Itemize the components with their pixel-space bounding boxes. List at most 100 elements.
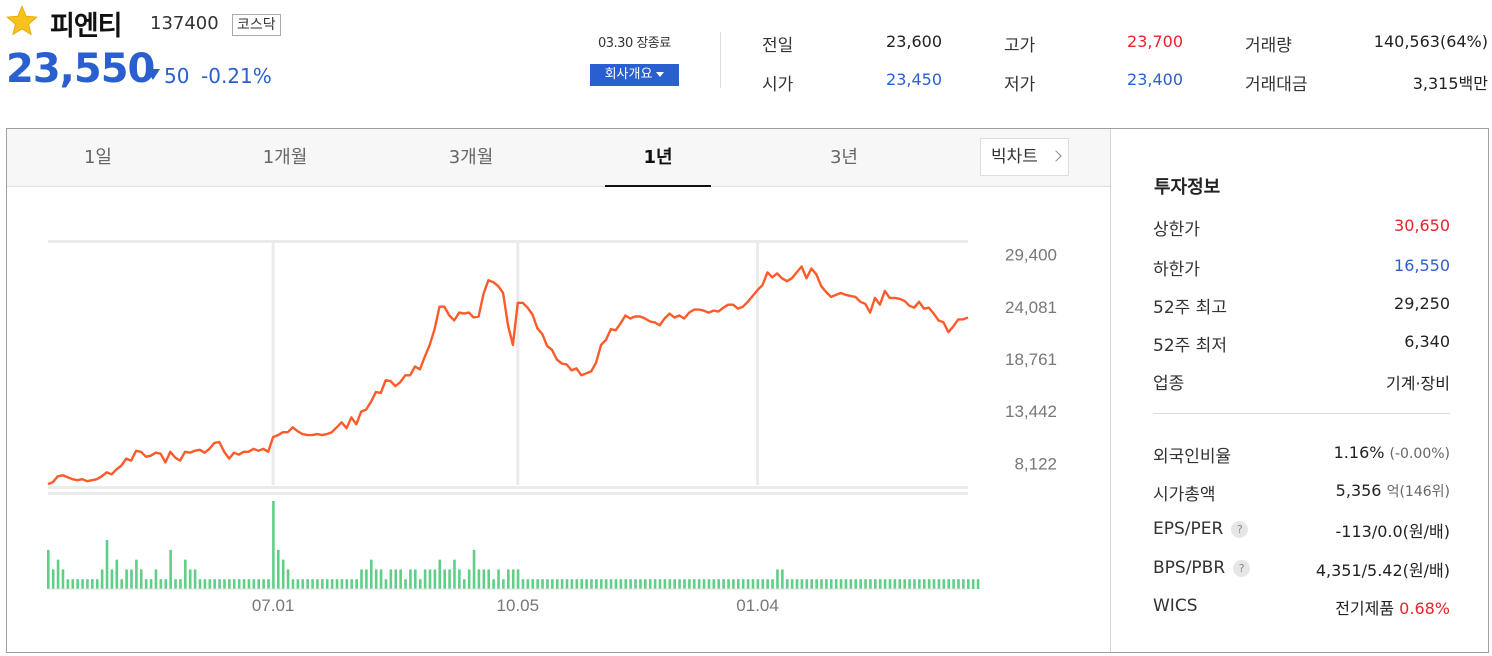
volume-bar — [869, 579, 872, 589]
volume-bar — [976, 579, 980, 589]
volume-bar — [766, 579, 769, 589]
volume-bar — [702, 579, 706, 589]
volume-bar — [507, 569, 510, 589]
volume-bar — [874, 579, 877, 589]
help-icon[interactable]: ? — [1233, 560, 1251, 577]
volume-bar — [169, 549, 172, 589]
volume-bar — [913, 579, 916, 589]
volume-bar — [776, 569, 779, 589]
investment-info-panel: 투자정보 상한가 30,650 하한가 16,550 52주 최고 29,250… — [1111, 129, 1489, 652]
chart-grid — [48, 240, 968, 495]
volume-bar — [335, 579, 339, 589]
volume-bar — [110, 569, 114, 589]
foreign-ratio-change: (-0.00%) — [1389, 446, 1450, 462]
wics-label: WICS — [1153, 596, 1198, 616]
volume-bar — [511, 569, 515, 589]
volume-bar — [86, 579, 89, 589]
help-icon[interactable]: ? — [1231, 521, 1249, 538]
volume-bar — [399, 569, 402, 589]
volume-bar — [414, 569, 417, 589]
price-line-series — [47, 265, 969, 486]
sector-label: 업종 — [1153, 374, 1185, 394]
volume-bar — [555, 579, 559, 589]
foreign-ratio-value: 1.16% (-0.00%) — [1334, 443, 1450, 462]
volume-bar — [839, 579, 843, 589]
high-value: 23,700 — [1127, 32, 1183, 51]
volume-bar — [188, 569, 192, 589]
tab-3month[interactable]: 3개월 — [448, 147, 494, 168]
volume-bar — [120, 579, 124, 589]
bigchart-label: 빅차트 — [991, 147, 1038, 167]
tab-1day[interactable]: 1일 — [83, 147, 112, 168]
volume-bar — [345, 579, 349, 589]
prev-close-value: 23,600 — [886, 32, 942, 51]
company-overview-button[interactable]: 회사개요 — [590, 64, 679, 86]
volume-bar — [443, 569, 446, 589]
favorite-star-icon[interactable] — [4, 4, 40, 38]
volume-bar — [521, 579, 525, 589]
stock-name: 피엔티 — [50, 11, 123, 42]
price-change-percent: -0.21% — [201, 64, 272, 88]
volume-bar — [898, 579, 902, 589]
wics-sector[interactable]: 전기제품 — [1335, 599, 1395, 618]
volume-bar — [76, 579, 79, 589]
volume-bar — [472, 549, 476, 589]
chevron-right-icon — [1050, 150, 1062, 162]
high52-label: 52주 최고 — [1153, 298, 1227, 318]
volume-bar — [467, 569, 471, 589]
volume-bar — [883, 579, 887, 589]
eps-per-unit: (원/배) — [1402, 522, 1450, 541]
stock-header: 피엔티 137400 코스닥 23,550 50 -0.21% 03.30 장종… — [0, 0, 1492, 125]
volume-bar — [967, 579, 970, 589]
volume-bar — [105, 540, 109, 589]
price-chart: 29,400 24,081 18,761 13,442 8,122 07.01 10.05… — [47, 240, 1057, 615]
volume-bar — [61, 569, 65, 589]
volume-bar — [717, 579, 721, 589]
market-cap-label: 시가총액 — [1153, 485, 1216, 505]
volume-bar — [281, 559, 285, 589]
sector-value[interactable]: 기계·장비 — [1386, 374, 1450, 393]
bigchart-button[interactable]: 빅차트 — [980, 138, 1069, 176]
volume-bar — [301, 579, 305, 589]
volume-bar — [174, 579, 177, 589]
bps-pbr-value: 4,351/5.42(원/배) — [1316, 557, 1450, 581]
low52-value: 6,340 — [1404, 332, 1450, 351]
volume-bar — [712, 579, 716, 589]
volume-bar — [252, 579, 256, 589]
volume-bar — [389, 569, 393, 589]
volume-bar — [658, 579, 662, 589]
volume-bar — [130, 569, 133, 589]
upper-limit-label: 상한가 — [1153, 220, 1200, 240]
volume-bar — [531, 579, 535, 589]
volume-bar — [355, 579, 358, 589]
volume-bar — [492, 579, 495, 589]
volume-bar — [820, 579, 823, 589]
volume-bar — [526, 579, 530, 589]
volume-bar — [957, 579, 960, 589]
volume-bar — [423, 569, 427, 589]
volume-bar — [306, 579, 309, 589]
volume-bar — [644, 579, 647, 589]
volume-bar — [66, 579, 70, 589]
volume-bar — [95, 579, 99, 589]
volume-bar — [350, 579, 354, 589]
eps-per-value: -113/0.0(원/배) — [1336, 518, 1450, 542]
volume-bar — [374, 569, 378, 589]
volume-bar — [482, 569, 486, 589]
volume-bar — [267, 579, 270, 589]
volume-bar — [100, 569, 104, 589]
tab-1year[interactable]: 1년 — [605, 129, 711, 187]
volume-bar — [81, 579, 84, 589]
trade-amount-label: 거래대금 — [1245, 75, 1308, 95]
tab-1month[interactable]: 1개월 — [262, 147, 308, 168]
volume-bar — [277, 549, 280, 589]
volume-bar — [927, 579, 931, 589]
company-overview-label: 회사개요 — [604, 67, 653, 82]
volume-bar — [56, 559, 60, 589]
tab-3year[interactable]: 3년 — [829, 147, 858, 168]
volume-bar — [71, 579, 75, 589]
volume-bar — [536, 579, 539, 589]
volume-bar — [947, 579, 951, 589]
volume-bar — [639, 579, 642, 589]
low-value: 23,400 — [1127, 70, 1183, 89]
